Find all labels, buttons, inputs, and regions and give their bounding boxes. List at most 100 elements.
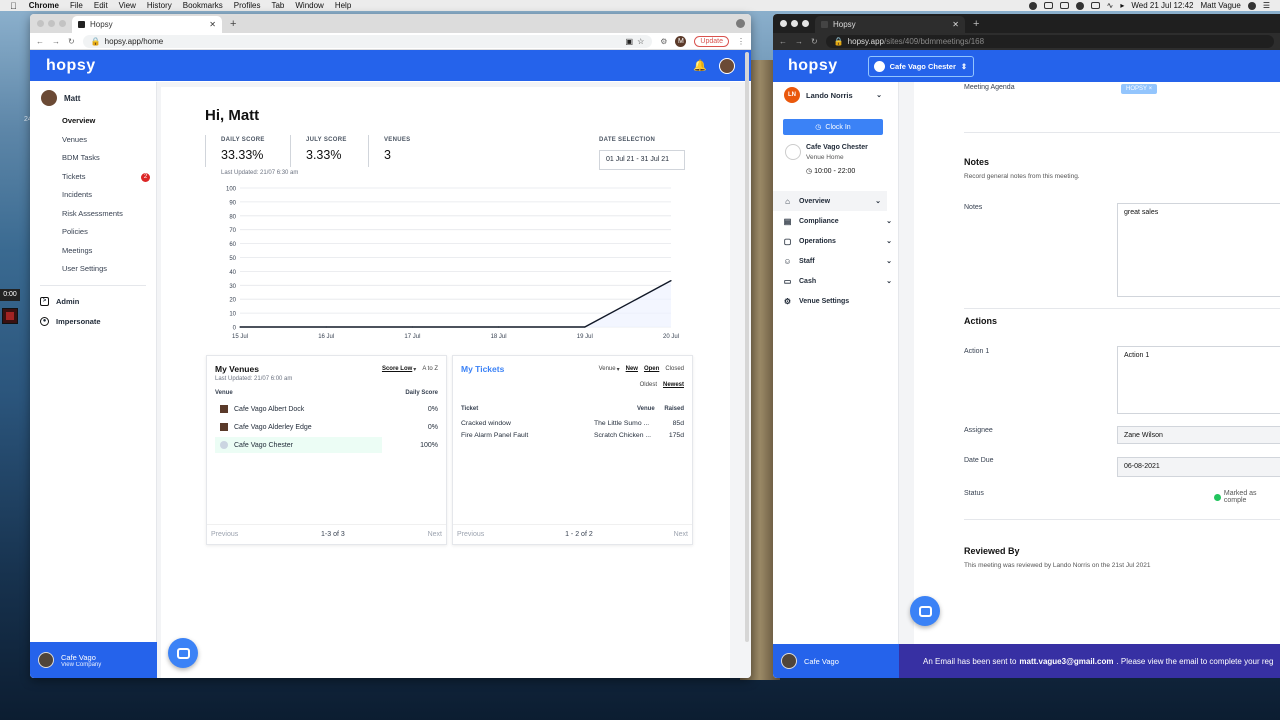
close-window-button[interactable] (780, 20, 787, 27)
next-button[interactable]: Next (427, 531, 442, 538)
volume-icon[interactable]: ▸ (1120, 1, 1125, 10)
user-menu[interactable]: LN Lando Norris ⌄ (773, 82, 898, 108)
sidebar-item-admin[interactable]: > Admin (30, 292, 156, 312)
menu-tab[interactable]: Tab (264, 1, 284, 10)
date-due-field[interactable]: 06-08-2021 (1117, 457, 1280, 477)
menu-help[interactable]: Help (328, 1, 351, 10)
zoom-window-button[interactable] (59, 20, 66, 27)
next-button[interactable]: Next (673, 531, 688, 538)
screen-icon[interactable] (1043, 2, 1053, 9)
filter-closed-button[interactable]: Closed (665, 366, 684, 372)
url-field[interactable]: 🔒 hopsy.app/home ▣ ☆ (82, 34, 653, 48)
chat-launcher-button[interactable] (910, 596, 940, 626)
close-window-button[interactable] (37, 20, 44, 27)
sidebar-item-staff[interactable]: ☺ Staff ⌄ (773, 251, 898, 271)
sort-oldest-button[interactable]: Oldest (639, 382, 657, 388)
sidebar-user[interactable]: Matt (30, 90, 156, 106)
menu-bookmarks[interactable]: Bookmarks (176, 1, 223, 10)
extensions-icon[interactable]: ⚙ (660, 36, 668, 46)
company-switcher[interactable]: Cafe Vago View Company (30, 642, 157, 678)
company-switcher[interactable]: Cafe Vago (773, 644, 899, 678)
panel-title[interactable]: My Tickets (461, 364, 505, 374)
menu-window[interactable]: Window (288, 1, 323, 10)
page-scrollbar[interactable] (745, 52, 749, 642)
update-button[interactable]: Update (694, 35, 729, 47)
sidebar-item-venue-settings[interactable]: ⚙ Venue Settings (773, 291, 898, 311)
sidebar-item-user-settings[interactable]: User Settings (30, 260, 156, 279)
url-field[interactable]: 🔒 hopsy.app/sites/409/bdmmeetings/168 (825, 35, 1274, 48)
table-row[interactable]: Cafe Vago Alderley Edge 0% (215, 419, 438, 435)
forward-icon[interactable]: → (795, 37, 803, 46)
date-range-picker[interactable]: 01 Jul 21 - 31 Jul 21 (599, 150, 685, 170)
forward-icon[interactable]: → (52, 36, 60, 46)
previous-button[interactable]: Previous (211, 531, 239, 538)
header-avatar[interactable] (719, 57, 735, 74)
sidebar-item-overview[interactable]: Overview (30, 112, 156, 131)
sidebar-item-cash[interactable]: ▭ Cash ⌄ (773, 271, 898, 291)
sidebar-item-venues[interactable]: Venues (30, 131, 156, 150)
user-icon[interactable] (1247, 1, 1256, 10)
table-row[interactable]: Cafe Vago Chester 100% (215, 437, 438, 453)
menu-edit[interactable]: Edit (87, 1, 108, 10)
reload-icon[interactable]: ↻ (68, 36, 75, 46)
sidebar-item-overview[interactable]: ⌂ Overview ⌄ (773, 191, 887, 211)
assignee-field[interactable]: Zane Wilson (1117, 426, 1280, 444)
record-status-icon[interactable] (1075, 1, 1084, 10)
sort-score-low-button[interactable]: Score Low (381, 366, 413, 372)
user-name-text[interactable]: Matt Vague (1200, 1, 1241, 10)
sidebar-item-impersonate[interactable]: ● Impersonate (30, 312, 156, 332)
control-center-icon[interactable]: ☰ (1262, 1, 1270, 10)
menu-view[interactable]: View (111, 1, 136, 10)
zoom-window-button[interactable] (802, 20, 809, 27)
profile-avatar[interactable]: M (675, 35, 687, 47)
menu-profiles[interactable]: Profiles (227, 1, 261, 10)
previous-button[interactable]: Previous (457, 531, 485, 538)
clock-text[interactable]: Wed 21 Jul 12:42 (1131, 1, 1194, 10)
site-select[interactable]: Cafe Vago Chester ⇕ (867, 55, 974, 77)
browser-tab[interactable]: Hopsy ✕ (815, 16, 965, 33)
status-icon[interactable] (1028, 1, 1037, 10)
sidebar-item-compliance[interactable]: ▤ Compliance ⌄ (773, 211, 898, 231)
menu-app[interactable]: Chrome (22, 1, 59, 10)
filter-open-button[interactable]: Open (643, 366, 660, 372)
close-tab-icon[interactable]: ✕ (209, 20, 216, 29)
menu-history[interactable]: History (140, 1, 172, 10)
close-icon[interactable]: × (1148, 86, 1153, 92)
browser-tab[interactable]: Hopsy ✕ (72, 16, 222, 33)
minimize-window-button[interactable] (48, 20, 55, 27)
agenda-tag[interactable]: HOPSY × (1121, 84, 1158, 94)
hopsy-logo[interactable]: hopsy (788, 57, 838, 74)
minimize-window-button[interactable] (791, 20, 798, 27)
action1-textarea[interactable]: Action 1 (1117, 346, 1280, 414)
bell-icon[interactable]: 🔔 (693, 60, 707, 72)
table-row[interactable]: Cafe Vago Albert Dock 0% (215, 401, 438, 417)
menu-file[interactable]: File (63, 1, 83, 10)
sort-newest-button[interactable]: Newest (662, 382, 684, 388)
battery-icon[interactable] (1090, 2, 1100, 9)
star-icon[interactable]: ☆ (637, 36, 645, 46)
tab-search-icon[interactable] (736, 19, 745, 28)
filter-new-button[interactable]: New (625, 366, 638, 372)
table-row[interactable]: Cracked window The Little Sumo ... 85d (461, 420, 684, 432)
sort-a-to-z-button[interactable]: A to Z (422, 366, 438, 372)
qr-icon[interactable]: ▣ (625, 36, 634, 46)
apple-icon[interactable]:  (10, 1, 17, 11)
sidebar-item-meetings[interactable]: Meetings (30, 242, 156, 261)
wifi-icon[interactable]: ∿ (1106, 1, 1114, 10)
sidebar-item-tickets[interactable]: Tickets 2 (30, 168, 156, 187)
venue-home-link[interactable]: Venue Home (806, 154, 844, 161)
chat-launcher-button[interactable] (168, 638, 198, 668)
clock-in-button[interactable]: ◷ Clock In (783, 119, 883, 135)
record-button[interactable] (2, 308, 18, 324)
back-icon[interactable]: ← (36, 36, 44, 46)
notes-textarea[interactable]: great sales (1117, 203, 1280, 297)
back-icon[interactable]: ← (779, 37, 787, 46)
menu-kebab-icon[interactable]: ⋮ (737, 36, 745, 46)
sidebar-item-policies[interactable]: Policies (30, 223, 156, 242)
new-tab-button[interactable]: + (230, 17, 237, 30)
hopsy-logo[interactable]: hopsy (46, 56, 96, 74)
filter-venue-dropdown[interactable]: Venue (598, 366, 616, 372)
sidebar-item-risk-assessments[interactable]: Risk Assessments (30, 205, 156, 224)
display-icon[interactable] (1059, 2, 1069, 9)
close-tab-icon[interactable]: ✕ (952, 20, 959, 29)
